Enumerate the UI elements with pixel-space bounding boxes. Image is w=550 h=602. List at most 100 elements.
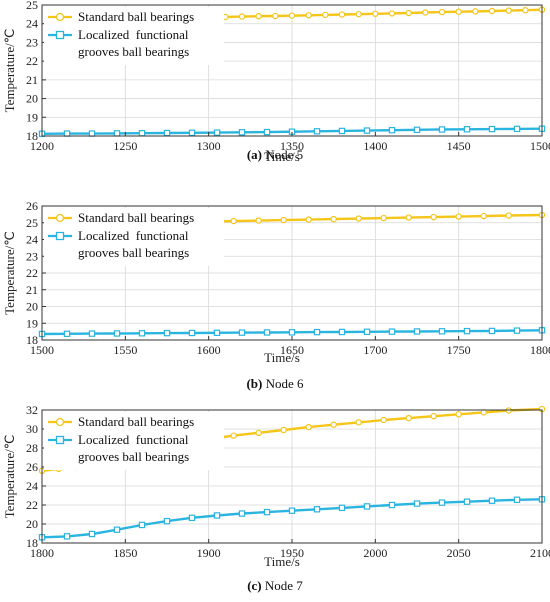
data-point xyxy=(313,128,321,135)
data-point xyxy=(355,419,362,426)
data-point xyxy=(455,213,462,220)
y-tick-label: 25 xyxy=(26,216,38,230)
legend-background xyxy=(44,412,224,470)
data-point xyxy=(163,129,171,137)
y-axis-label: Temperature/℃ xyxy=(2,231,17,315)
data-point xyxy=(163,517,171,525)
data-point xyxy=(255,429,262,436)
data-point xyxy=(188,129,196,137)
y-tick-label: 18 xyxy=(26,129,38,143)
data-point xyxy=(288,507,296,514)
x-tick-label: 1900 xyxy=(197,546,221,560)
data-point xyxy=(355,10,362,18)
data-point xyxy=(413,500,421,507)
data-point xyxy=(463,327,471,335)
x-tick-label: 1600 xyxy=(197,343,221,357)
caption-letter: (c) xyxy=(247,578,261,593)
data-point xyxy=(230,217,237,225)
x-tick-label: 1550 xyxy=(113,343,137,357)
legend-marker xyxy=(55,30,65,40)
x-tick-label: 1800 xyxy=(530,343,550,357)
data-point xyxy=(388,501,396,509)
x-tick-label: 1650 xyxy=(280,343,304,357)
data-point xyxy=(438,328,446,335)
series-line-1 xyxy=(213,407,543,440)
y-tick-label: 24 xyxy=(26,17,38,31)
x-tick-label: 1500 xyxy=(530,139,550,153)
data-point xyxy=(355,215,362,222)
y-tick-label: 23 xyxy=(26,35,38,49)
data-point xyxy=(305,423,312,431)
data-point xyxy=(288,12,296,19)
data-point xyxy=(322,11,329,19)
legend-marker xyxy=(55,213,65,223)
data-point xyxy=(238,13,246,20)
data-point xyxy=(388,328,396,335)
legend-label: Standard ball bearings xyxy=(78,9,194,24)
data-point xyxy=(263,128,271,136)
data-point xyxy=(413,328,421,335)
caption-text: Node 7 xyxy=(262,578,304,593)
data-point xyxy=(138,129,146,137)
data-point xyxy=(455,8,462,15)
legend-background xyxy=(44,7,224,65)
data-point xyxy=(430,213,437,221)
legend-label: Standard ball bearings xyxy=(78,210,194,225)
data-point xyxy=(280,216,287,224)
data-point xyxy=(405,214,412,221)
data-point xyxy=(113,526,121,533)
y-tick-label: 24 xyxy=(26,233,38,247)
data-point xyxy=(213,512,221,519)
legend-marker xyxy=(55,231,65,241)
data-point xyxy=(455,411,462,418)
legend-label: Localized functional xyxy=(78,228,189,243)
data-point xyxy=(438,499,446,506)
data-point xyxy=(338,11,346,18)
legend-label: grooves ball bearings xyxy=(78,245,189,260)
data-point xyxy=(488,7,496,15)
data-point xyxy=(230,432,237,439)
x-tick-label: 2100 xyxy=(530,546,550,560)
data-point xyxy=(63,130,71,137)
data-point xyxy=(238,329,246,336)
data-point xyxy=(238,129,246,136)
y-tick-label: 20 xyxy=(26,300,38,314)
data-point xyxy=(513,125,521,133)
y-tick-label: 21 xyxy=(26,283,38,297)
data-point xyxy=(213,329,221,336)
legend-background xyxy=(44,208,224,266)
x-tick-label: 2050 xyxy=(447,546,471,560)
data-point xyxy=(238,510,246,517)
legend-label: Localized functional xyxy=(78,27,189,42)
panel-caption: (b) Node 6 xyxy=(246,376,304,391)
data-point xyxy=(330,421,337,428)
x-tick-label: 1400 xyxy=(363,139,387,153)
legend-label: grooves ball bearings xyxy=(78,44,189,59)
x-tick-label: 1250 xyxy=(113,139,137,153)
caption-text: Node 5 xyxy=(262,147,303,162)
y-tick-label: 18 xyxy=(26,333,38,347)
y-tick-label: 22 xyxy=(26,54,38,68)
data-point xyxy=(288,329,296,336)
x-tick-label: 1300 xyxy=(197,139,221,153)
data-point xyxy=(430,412,437,420)
x-tick-label: 1750 xyxy=(447,343,471,357)
y-tick-label: 32 xyxy=(26,403,38,417)
panel-caption: (c) Node 7 xyxy=(247,578,303,593)
x-tick-label: 1850 xyxy=(113,546,137,560)
data-point xyxy=(263,508,271,516)
chart-panel-1: 1200 1250 1300 1350 1400 1450 1500 18 19 20 21 22 23… xyxy=(2,0,550,164)
data-point xyxy=(488,327,496,335)
data-point xyxy=(422,9,429,16)
data-point xyxy=(188,329,196,337)
data-point xyxy=(380,214,387,222)
data-point xyxy=(113,130,121,137)
x-tick-label: 2000 xyxy=(363,546,387,560)
data-point xyxy=(363,127,371,134)
data-point xyxy=(338,328,346,336)
x-tick-label: 1950 xyxy=(280,546,304,560)
x-tick-label: 1700 xyxy=(363,343,387,357)
y-tick-label: 18 xyxy=(26,536,38,550)
x-axis-label: Time/s xyxy=(264,554,300,569)
data-point xyxy=(388,126,396,134)
